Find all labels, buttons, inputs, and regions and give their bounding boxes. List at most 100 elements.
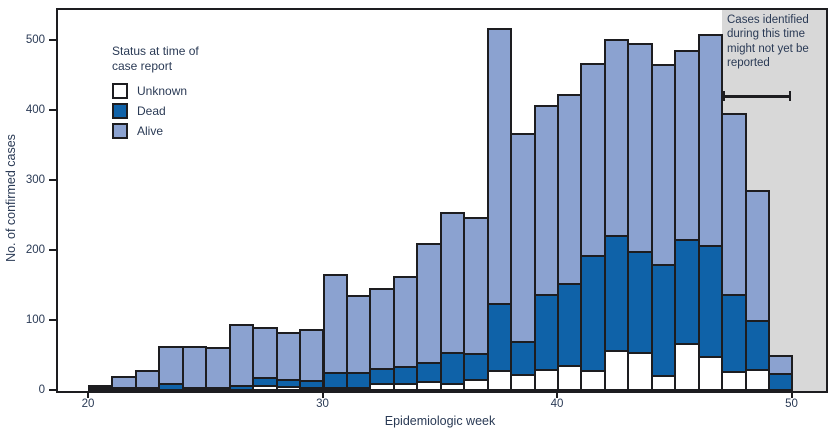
segment-unknown — [252, 384, 278, 391]
segment-dead — [744, 319, 771, 372]
segment-unknown — [580, 370, 606, 391]
segment-unknown — [650, 374, 677, 391]
bar-week-35 — [439, 211, 466, 391]
legend-title: Status at time of case report — [112, 44, 199, 73]
segment-alive — [463, 216, 489, 356]
segment-alive — [697, 33, 724, 248]
y-tick-mark — [49, 109, 56, 111]
y-tick-mark — [49, 39, 56, 41]
segment-unknown — [603, 349, 630, 391]
bar-week-40 — [557, 94, 583, 391]
bar-week-38 — [510, 132, 536, 391]
bar-week-25 — [205, 346, 231, 391]
unreported-period-bracket-icon — [723, 91, 791, 101]
x-tick-label: 40 — [550, 398, 564, 410]
x-tick-mark — [321, 391, 324, 398]
segment-unknown — [416, 380, 442, 391]
segment-alive — [557, 94, 583, 286]
segment-alive — [650, 63, 677, 266]
bar-week-47 — [721, 112, 747, 391]
y-tick-mark — [49, 179, 56, 181]
segment-dead — [697, 245, 724, 358]
x-tick-mark — [556, 391, 558, 398]
segment-alive — [416, 243, 442, 365]
segment-dead — [533, 294, 559, 372]
bracket-line — [725, 95, 789, 98]
segment-alive — [322, 274, 348, 374]
segment-alive — [627, 42, 653, 253]
segment-dead — [416, 362, 442, 383]
segment-alive — [299, 329, 325, 382]
x-tick-label: 20 — [81, 398, 95, 410]
segment-unknown — [557, 365, 583, 391]
segment-unknown — [627, 351, 653, 391]
segment-unknown — [533, 369, 559, 391]
segment-dead — [228, 384, 255, 391]
segment-dead — [768, 372, 794, 391]
segment-dead — [134, 386, 161, 391]
segment-unknown — [697, 356, 724, 391]
y-tick-mark — [49, 249, 56, 251]
bar-week-49 — [768, 355, 794, 391]
segment-dead — [158, 383, 184, 391]
segment-dead — [111, 387, 137, 391]
segment-alive — [533, 104, 559, 297]
segment-dead — [439, 351, 466, 385]
bar-week-32 — [369, 287, 395, 391]
legend-label: Alive — [137, 124, 164, 138]
segment-alive — [158, 346, 184, 386]
segment-dead — [674, 239, 700, 346]
y-tick-label: 100 — [25, 314, 45, 326]
legend-item-unknown: Unknown — [112, 83, 204, 99]
bar-week-37 — [486, 27, 513, 391]
segment-unknown — [392, 383, 419, 391]
x-tick-mark — [790, 391, 793, 398]
y-tick-label: 200 — [25, 244, 45, 256]
segment-alive — [345, 295, 372, 374]
bar-week-20 — [88, 385, 114, 391]
x-tick-mark — [87, 391, 89, 398]
segment-dead — [486, 303, 513, 372]
legend-label: Unknown — [137, 84, 188, 98]
x-axis-title: Epidemiologic week — [384, 414, 496, 428]
segment-alive — [228, 324, 255, 387]
bar-week-36 — [463, 216, 489, 391]
bar-week-31 — [345, 295, 372, 391]
segment-unknown — [463, 379, 489, 391]
segment-dead — [88, 387, 114, 391]
segment-alive — [486, 27, 513, 306]
dead-swatch-icon — [112, 103, 128, 119]
bar-week-33 — [392, 276, 419, 391]
segment-unknown — [299, 387, 325, 391]
segment-alive — [181, 345, 208, 389]
legend-items: Unknown Dead Alive — [112, 83, 204, 139]
segment-alive — [580, 63, 606, 258]
bar-week-29 — [299, 329, 325, 391]
segment-alive — [275, 332, 302, 382]
bar-week-41 — [580, 63, 606, 391]
bar-week-39 — [533, 104, 559, 391]
segment-alive — [392, 276, 419, 368]
legend-item-dead: Dead — [112, 103, 204, 119]
segment-unknown — [369, 382, 395, 391]
x-tick-label: 30 — [316, 398, 329, 410]
segment-alive — [721, 112, 747, 297]
segment-alive — [510, 132, 536, 344]
segment-dead — [510, 341, 536, 377]
bars-container — [58, 10, 826, 391]
segment-alive — [744, 189, 771, 322]
segment-dead — [205, 386, 231, 391]
y-tick-label: 500 — [25, 34, 45, 46]
legend: Status at time of case report Unknown Dea… — [112, 44, 204, 143]
segment-unknown — [744, 369, 771, 391]
y-tick-label: 400 — [25, 104, 45, 116]
segment-dead — [557, 283, 583, 368]
segment-alive — [369, 287, 395, 370]
segment-alive — [205, 346, 231, 389]
segment-dead — [580, 255, 606, 372]
segment-dead — [463, 353, 489, 382]
y-tick-mark — [49, 319, 56, 321]
segment-dead — [603, 234, 630, 352]
segment-unknown — [721, 370, 747, 391]
